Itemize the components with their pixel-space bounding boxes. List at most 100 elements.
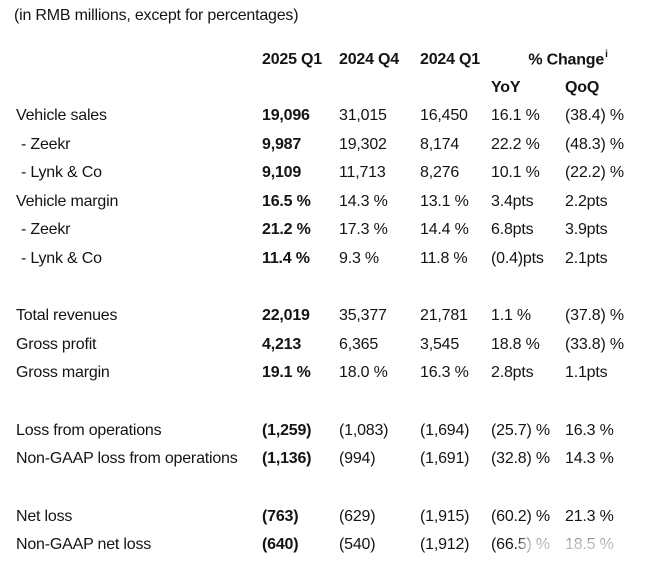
row-label: Gross profit bbox=[16, 335, 97, 353]
cell-qoq: (33.8) % bbox=[565, 335, 624, 353]
cell-2024q4: 14.3 % bbox=[339, 192, 388, 210]
cell-qoq: (48.3) % bbox=[565, 135, 624, 153]
cell-yoy: 16.1 % bbox=[491, 107, 540, 125]
header-row-quarters: 2025 Q1 2024 Q4 2024 Q1 % Changei bbox=[16, 45, 644, 75]
cell-2024q1: (1,915) bbox=[420, 507, 470, 525]
cell-2024q1: 3,545 bbox=[420, 335, 460, 353]
cell-2024q4: 18.0 % bbox=[339, 364, 388, 382]
cell-2025q1: (763) bbox=[262, 507, 299, 525]
cell-qoq: 14.3 % bbox=[565, 450, 614, 468]
cell-2024q1: (1,691) bbox=[420, 450, 470, 468]
cell-2024q4: 19,302 bbox=[339, 135, 387, 153]
cell-yoy: (32.8) % bbox=[491, 450, 550, 468]
col-header-pct-change: % Changei bbox=[491, 49, 644, 69]
row-label: - Lynk & Co bbox=[21, 249, 102, 267]
table-row-nongaap-loss-from-operations: Non-GAAP loss from operations (1,136) (9… bbox=[16, 445, 644, 474]
col-header-2024q1: 2024 Q1 bbox=[420, 51, 480, 68]
cell-2024q1: (1,694) bbox=[420, 421, 470, 439]
cell-2025q1: 4,213 bbox=[262, 335, 302, 353]
cell-yoy: (0.4)pts bbox=[491, 249, 544, 267]
cell-2025q1: 19.1 % bbox=[262, 364, 311, 382]
row-label: Net loss bbox=[16, 507, 73, 525]
table-caption: (in RMB millions, except for percentages… bbox=[14, 7, 299, 24]
cell-qoq: 1.1pts bbox=[565, 364, 608, 382]
cell-2024q1: 16,450 bbox=[420, 107, 468, 125]
table-row-zeekr-sales: - Zeekr 9,987 19,302 8,174 22.2 % (48.3)… bbox=[16, 131, 644, 160]
cell-qoq: 21.3 % bbox=[565, 507, 614, 525]
table-row-loss-from-operations: Loss from operations (1,259) (1,083) (1,… bbox=[16, 417, 644, 446]
row-label: Vehicle margin bbox=[16, 192, 119, 210]
cell-2024q4: (629) bbox=[339, 507, 376, 525]
cell-2025q1: 16.5 % bbox=[262, 192, 311, 210]
cell-qoq: 18.5 % bbox=[565, 536, 614, 554]
cell-2024q4: (994) bbox=[339, 450, 376, 468]
cell-2024q4: (1,083) bbox=[339, 421, 389, 439]
cell-yoy: (25.7) % bbox=[491, 421, 550, 439]
cell-qoq: 16.3 % bbox=[565, 421, 614, 439]
cell-2024q4: 35,377 bbox=[339, 307, 387, 325]
table-row-vehicle-margin: Vehicle margin 16.5 % 14.3 % 13.1 % 3.4p… bbox=[16, 188, 644, 217]
cell-2024q1: 8,174 bbox=[420, 135, 460, 153]
cell-2024q1: 13.1 % bbox=[420, 192, 469, 210]
row-label: - Lynk & Co bbox=[21, 164, 102, 182]
cell-qoq: (38.4) % bbox=[565, 107, 624, 125]
cell-2024q1: 8,276 bbox=[420, 164, 460, 182]
cell-yoy: 2.8pts bbox=[491, 364, 534, 382]
row-label: - Zeekr bbox=[21, 221, 71, 239]
cell-2025q1: 19,096 bbox=[262, 107, 310, 125]
cell-2025q1: 11.4 % bbox=[262, 249, 310, 267]
cell-2024q4: (540) bbox=[339, 536, 376, 554]
footnote-marker: i bbox=[605, 49, 608, 61]
col-header-yoy: YoY bbox=[491, 79, 521, 96]
table-row-nongaap-net-loss: Non-GAAP net loss (640) (540) (1,912) (6… bbox=[16, 531, 644, 560]
col-header-2024q4: 2024 Q4 bbox=[339, 51, 399, 68]
cell-qoq: 2.2pts bbox=[565, 192, 608, 210]
cell-2025q1: 21.2 % bbox=[262, 221, 311, 239]
cell-yoy: (60.2) % bbox=[491, 507, 550, 525]
cell-2024q4: 6,365 bbox=[339, 335, 379, 353]
table-row-lynkco-sales: - Lynk & Co 9,109 11,713 8,276 10.1 % (2… bbox=[16, 159, 644, 188]
cell-2024q4: 9.3 % bbox=[339, 249, 379, 267]
table-row-net-loss: Net loss (763) (629) (1,915) (60.2) % 21… bbox=[16, 503, 644, 532]
cell-yoy: 1.1 % bbox=[491, 307, 531, 325]
row-label: Vehicle sales bbox=[16, 107, 107, 125]
cell-2024q4: 11,713 bbox=[339, 164, 386, 182]
col-header-qoq: QoQ bbox=[565, 79, 600, 96]
cell-qoq: 3.9pts bbox=[565, 221, 608, 239]
table-row-vehicle-sales: Vehicle sales 19,096 31,015 16,450 16.1 … bbox=[16, 102, 644, 131]
cell-2025q1: (1,136) bbox=[262, 450, 312, 468]
cell-2025q1: 9,987 bbox=[262, 135, 302, 153]
col-header-2025q1: 2025 Q1 bbox=[262, 51, 322, 68]
cell-qoq: (22.2) % bbox=[565, 164, 624, 182]
cell-2024q4: 17.3 % bbox=[339, 221, 388, 239]
cell-2025q1: (1,259) bbox=[262, 421, 312, 439]
cell-2024q1: 16.3 % bbox=[420, 364, 469, 382]
row-label: Total revenues bbox=[16, 307, 118, 325]
cell-yoy: 18.8 % bbox=[491, 335, 540, 353]
cell-2024q4: 31,015 bbox=[339, 107, 387, 125]
table-row-lynkco-margin: - Lynk & Co 11.4 % 9.3 % 11.8 % (0.4)pts… bbox=[16, 245, 644, 274]
table-row-total-revenues: Total revenues 22,019 35,377 21,781 1.1 … bbox=[16, 302, 644, 331]
row-label: Non-GAAP net loss bbox=[16, 536, 152, 554]
cell-2024q1: 11.8 % bbox=[420, 249, 468, 267]
row-label: Non-GAAP loss from operations bbox=[16, 450, 238, 468]
cell-yoy: 22.2 % bbox=[491, 135, 540, 153]
header-row-subcolumns: YoY QoQ bbox=[16, 75, 644, 101]
table-row-gross-margin: Gross margin 19.1 % 18.0 % 16.3 % 2.8pts… bbox=[16, 359, 644, 388]
pct-change-label: % Change bbox=[528, 51, 605, 69]
row-label: Loss from operations bbox=[16, 421, 162, 439]
cell-2024q1: 14.4 % bbox=[420, 221, 469, 239]
row-label: Gross margin bbox=[16, 364, 110, 382]
results-table: 2025 Q1 2024 Q4 2024 Q1 % Changei YoY Qo… bbox=[16, 45, 644, 560]
cell-yoy: 3.4pts bbox=[491, 192, 534, 210]
cell-2025q1: 9,109 bbox=[262, 164, 302, 182]
cell-yoy: 10.1 % bbox=[491, 164, 540, 182]
cell-yoy: (66.5) % bbox=[491, 536, 550, 554]
cell-2024q1: 21,781 bbox=[420, 307, 468, 325]
cell-2024q1: (1,912) bbox=[420, 536, 470, 554]
cell-yoy: 6.8pts bbox=[491, 221, 534, 239]
table-row-gross-profit: Gross profit 4,213 6,365 3,545 18.8 % (3… bbox=[16, 331, 644, 360]
cell-2025q1: 22,019 bbox=[262, 307, 310, 325]
cell-qoq: (37.8) % bbox=[565, 307, 624, 325]
